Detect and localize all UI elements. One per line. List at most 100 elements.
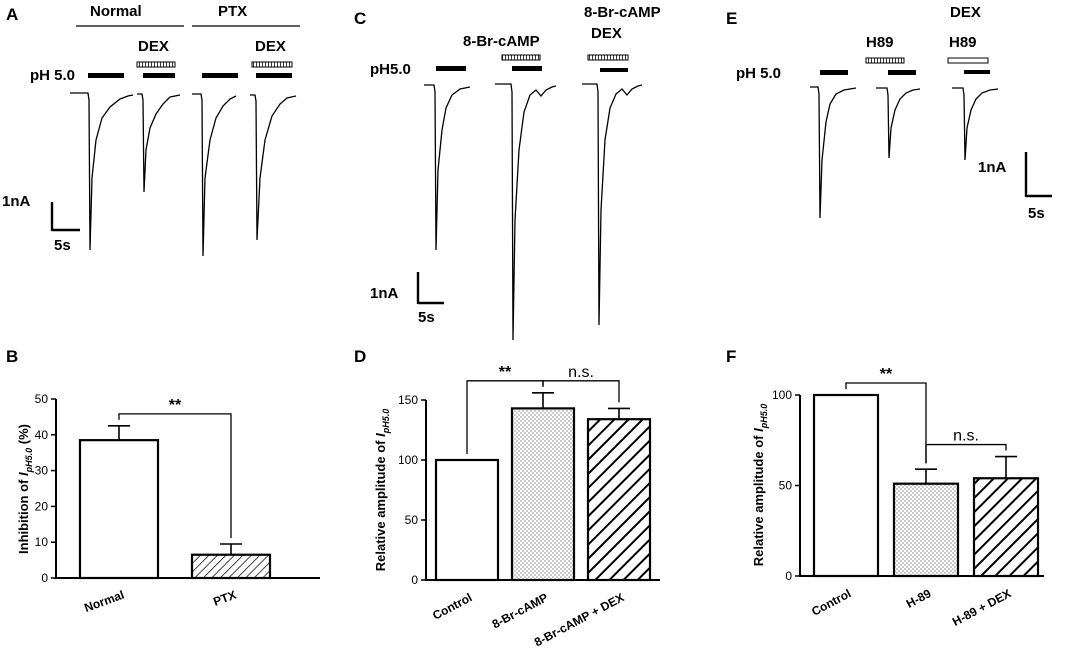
scale-y-label-e: 1nA	[978, 159, 1007, 176]
y-tick-label: 20	[35, 499, 49, 513]
trace-c2	[495, 83, 557, 341]
trace-a4	[250, 94, 297, 241]
trace-a3	[192, 93, 237, 257]
y-axis-label: Relative amplitude of IpH5.0	[373, 409, 391, 572]
panel-c: C 8-Br-cAMP DEX 8-Br-cAMP pH5.0 1nA 5s	[354, 4, 661, 341]
scale-x-label-c: 5s	[418, 309, 435, 326]
scale-y-label-a: 1nA	[2, 193, 31, 210]
y-tick-label: 50	[405, 513, 419, 527]
panel-label-b: B	[6, 347, 18, 366]
panel-label-f: F	[726, 347, 736, 366]
y-axis-label-end: (%)	[16, 424, 31, 448]
trace-a1	[70, 92, 134, 251]
significance-bracket	[925, 443, 1007, 464]
h89-bar-e3	[947, 57, 989, 64]
significance-bracket	[845, 382, 927, 464]
y-axis-label-sub: pH5.0	[24, 448, 34, 474]
trace-e3	[952, 87, 999, 161]
chart-b: 0 10 20 30 40 50 Inhibition of IpH5.0 (%) Norma…	[16, 392, 320, 615]
bar-8-br-camp	[510, 407, 576, 582]
y-axis-label-main: Relative amplitude of	[751, 432, 766, 566]
drug-label-dex-c: DEX	[591, 25, 622, 42]
bar-normal	[78, 439, 160, 580]
scale-x-label-a: 5s	[54, 237, 71, 254]
panel-label-e: E	[726, 9, 737, 28]
ph-bar-c2	[512, 66, 542, 71]
y-axis-label-symbol: I	[751, 428, 766, 432]
bar-ptx	[190, 553, 272, 580]
category-label: Control	[809, 586, 853, 618]
dex-bar-ptx	[251, 61, 293, 68]
y-axis-label-symbol: I	[373, 433, 388, 437]
y-axis-label-main: Inhibition of	[16, 476, 31, 554]
cAMP-bar-c2	[501, 54, 541, 61]
y-tick-label: 30	[35, 464, 49, 478]
y-tick-label: 50	[35, 392, 49, 406]
y-axis-label-sub: pH5.0	[759, 404, 769, 430]
y-tick-label: 10	[35, 535, 49, 549]
dex-bar-e3	[964, 70, 990, 74]
significance-label: **	[880, 366, 893, 383]
dex-bar-c3	[600, 68, 628, 72]
bar-h-89	[892, 482, 960, 578]
panel-a: A Normal PTX DEX DEX pH 5.0 1nA 5s	[2, 3, 300, 257]
trace-a2	[137, 93, 181, 193]
ph-bar-c1	[436, 66, 466, 71]
ph-bar-a1	[88, 73, 124, 78]
panel-label-a: A	[6, 5, 18, 24]
y-tick-label: 0	[41, 571, 48, 585]
ph-label-c: pH5.0	[370, 61, 411, 78]
y-tick-label: 100	[398, 453, 418, 467]
y-axis-label-symbol: I	[16, 472, 31, 476]
ph-bar-a3	[202, 73, 238, 78]
significance-label: **	[499, 364, 512, 381]
significance-label: **	[169, 397, 182, 414]
chart-d: 0 50 100 150 Relative amplitude of IpH5.0 Con…	[373, 364, 660, 649]
category-label: PTX	[211, 588, 238, 609]
header-ptx: PTX	[218, 3, 247, 20]
y-axis-label: Relative amplitude of IpH5.0	[751, 404, 769, 567]
panel-label-c: C	[354, 9, 366, 28]
y-tick-label: 40	[35, 428, 49, 442]
bar-control	[434, 458, 500, 582]
y-tick-label: 0	[411, 573, 418, 587]
trace-c1	[424, 84, 471, 251]
header-normal: Normal	[90, 3, 142, 20]
ph-bar-e2	[888, 70, 916, 75]
significance-bracket	[118, 413, 232, 538]
drug-label-dex-e: DEX	[950, 4, 981, 21]
trace-c3	[582, 83, 643, 326]
y-axis-label-main: Relative amplitude of	[373, 437, 388, 571]
ph-bar-a4	[256, 73, 292, 78]
ph-label-e: pH 5.0	[736, 65, 781, 82]
y-tick-label: 100	[772, 388, 792, 402]
drug-label-dex-ptx: DEX	[255, 38, 286, 55]
scale-y-label-c: 1nA	[370, 285, 399, 302]
drug-label-h89-b: H89	[949, 34, 977, 51]
h89-bar-e2	[865, 57, 905, 64]
bar-h-89-dex	[972, 477, 1040, 578]
panel-e: E DEX H89 H89 pH 5.0 1nA 5s	[726, 4, 1052, 222]
drug-label-cAMP: 8-Br-cAMP	[463, 33, 540, 50]
drug-label-h89: H89	[866, 34, 894, 51]
y-tick-label: 50	[779, 479, 793, 493]
bar-control	[812, 393, 880, 578]
ph-bar-e1	[820, 70, 848, 75]
significance-label: n.s.	[953, 428, 979, 445]
cAMP-bar-c3	[587, 54, 629, 61]
panel-label-d: D	[354, 347, 366, 366]
dex-bar-normal	[136, 61, 176, 68]
y-tick-label: 0	[785, 569, 792, 583]
drug-label-dex-normal: DEX	[138, 38, 169, 55]
ph-bar-a2	[143, 73, 175, 78]
category-label: Normal	[82, 588, 126, 615]
significance-bracket	[542, 380, 620, 403]
bar-8-br-camp-dex	[586, 418, 652, 582]
category-label: H-89 + DEX	[950, 586, 1013, 629]
y-tick-label: 150	[398, 393, 418, 407]
ph-label-a: pH 5.0	[30, 67, 75, 84]
y-axis-label: Inhibition of IpH5.0 (%)	[16, 424, 34, 554]
category-label: 8-Br-cAMP	[490, 590, 551, 631]
